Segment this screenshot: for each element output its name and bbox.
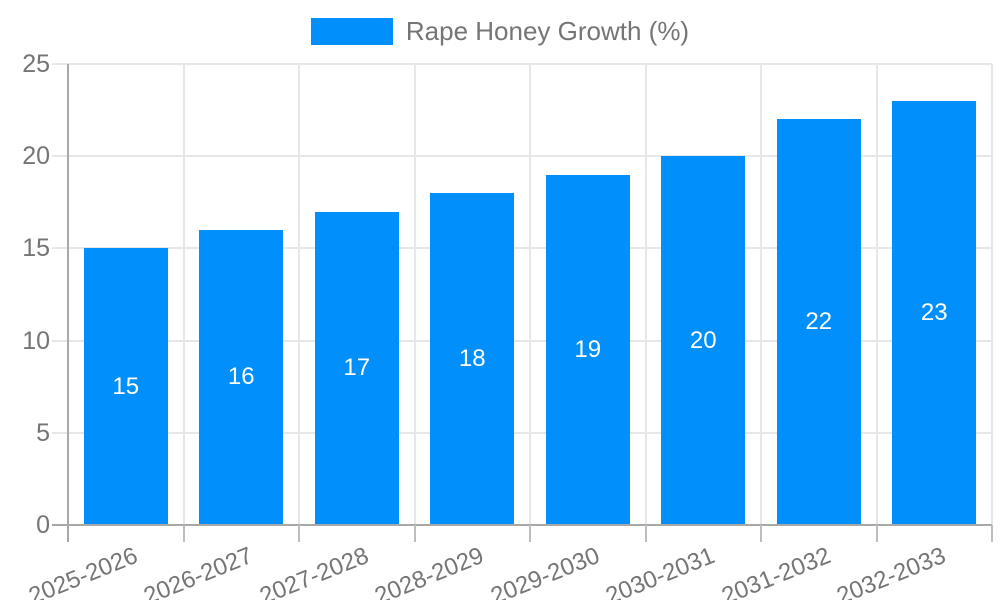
bar[interactable]: 15 xyxy=(83,248,168,525)
y-axis-tick xyxy=(52,524,68,526)
bar[interactable]: 23 xyxy=(892,100,977,525)
v-gridline xyxy=(529,64,531,525)
bar-value-label: 17 xyxy=(343,354,371,382)
v-gridline xyxy=(298,64,300,525)
y-tick-label: 5 xyxy=(36,418,50,447)
y-tick-label: 20 xyxy=(22,142,50,171)
x-tick-label: 2031-2032 xyxy=(717,542,835,600)
bar-value-label: 23 xyxy=(920,298,948,326)
x-tick-label: 2026-2027 xyxy=(140,542,257,600)
bar-value-label: 19 xyxy=(574,335,602,363)
x-axis-tick xyxy=(298,525,300,542)
x-tick-label: 2032-2033 xyxy=(833,542,950,600)
x-axis-tick xyxy=(644,525,647,542)
v-gridline xyxy=(182,64,185,525)
x-axis-tick xyxy=(529,525,531,542)
v-gridline xyxy=(644,64,647,525)
x-tick-label: 2025-2026 xyxy=(24,542,142,600)
y-axis-tick xyxy=(52,155,68,158)
x-tick-label: 2030-2031 xyxy=(602,542,719,600)
y-tick-label: 0 xyxy=(36,511,50,539)
bar-value-label: 22 xyxy=(805,308,833,336)
x-axis-tick xyxy=(760,525,762,542)
bar[interactable]: 20 xyxy=(661,156,746,525)
bar-value-label: 20 xyxy=(689,326,717,354)
x-tick-label: 2027-2028 xyxy=(255,542,373,600)
legend[interactable]: Rape Honey Growth (%) xyxy=(0,17,1000,45)
bar[interactable]: 17 xyxy=(314,211,399,525)
v-gridline xyxy=(760,64,762,525)
plot-area: 15 16 17 18 19 20 22 23 xyxy=(68,63,993,525)
x-axis-tick xyxy=(182,525,185,542)
x-axis-tick xyxy=(875,525,878,542)
y-axis-tick xyxy=(52,431,68,434)
v-gridline xyxy=(991,64,993,525)
bar[interactable]: 22 xyxy=(776,119,861,525)
y-axis-line xyxy=(67,64,69,542)
y-tick-label: 10 xyxy=(22,326,50,355)
x-tick-label: 2029-2030 xyxy=(486,542,604,600)
x-axis-tick xyxy=(413,525,416,542)
y-axis-tick xyxy=(52,247,68,250)
y-tick-label: 25 xyxy=(22,50,50,78)
bar[interactable]: 19 xyxy=(545,174,630,525)
v-gridline xyxy=(875,64,878,525)
y-axis-tick xyxy=(52,63,68,65)
legend-label: Rape Honey Growth (%) xyxy=(405,16,690,46)
y-axis-tick xyxy=(52,339,68,342)
x-tick-label: 2028-2029 xyxy=(371,542,488,600)
bar[interactable]: 16 xyxy=(199,229,284,525)
y-tick-label: 15 xyxy=(22,234,50,263)
v-gridline xyxy=(413,64,416,525)
x-axis-tick xyxy=(991,525,993,542)
bar-value-label: 15 xyxy=(112,372,140,400)
bar-value-label: 16 xyxy=(227,363,255,391)
bar[interactable]: 18 xyxy=(430,193,515,525)
legend-swatch xyxy=(310,17,393,45)
bar-value-label: 18 xyxy=(458,345,486,373)
